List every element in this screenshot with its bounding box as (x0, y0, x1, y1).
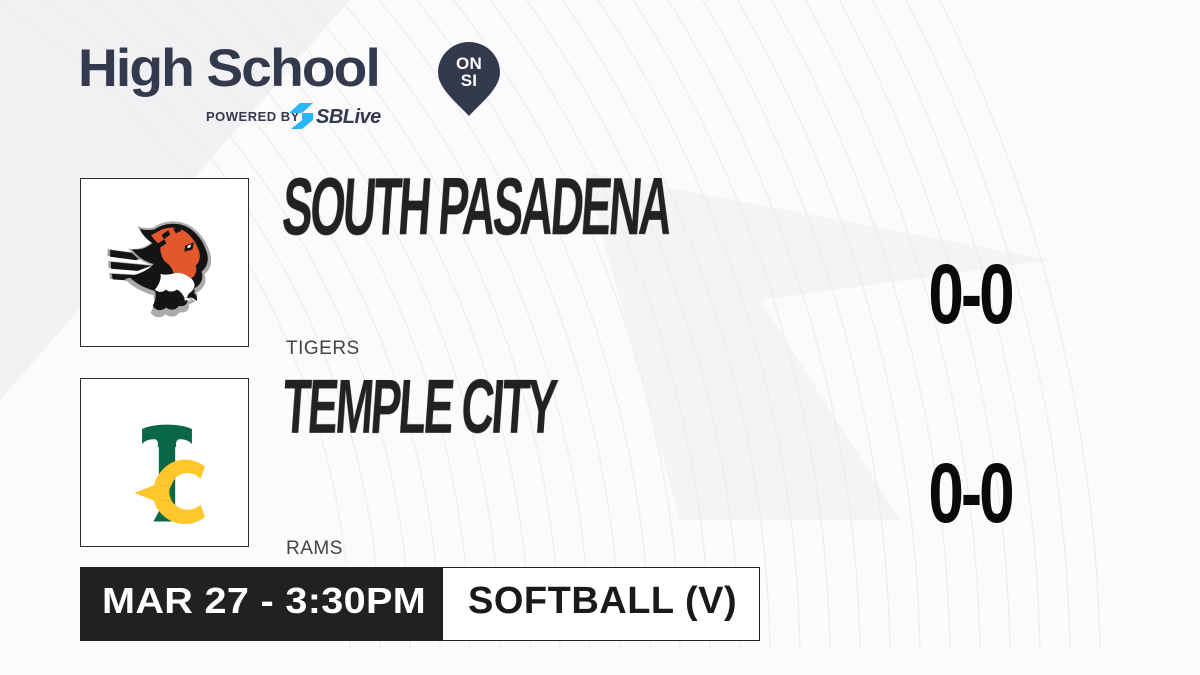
svg-text:SBLive: SBLive (316, 106, 381, 128)
